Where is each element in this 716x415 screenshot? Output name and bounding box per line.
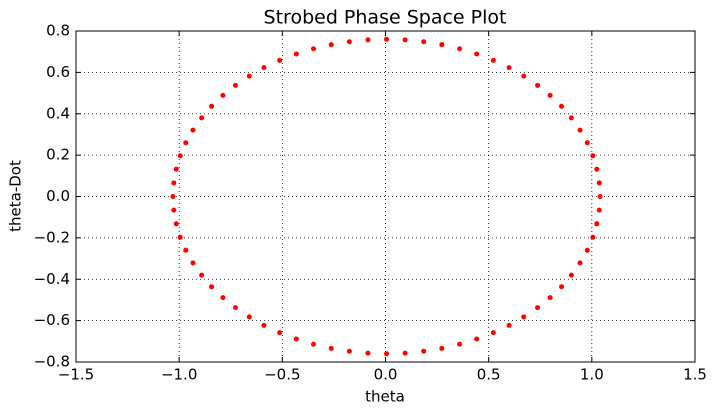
point [293, 336, 299, 342]
point [590, 234, 596, 240]
point [474, 336, 480, 342]
point [559, 103, 565, 109]
point [277, 57, 283, 63]
point [246, 314, 252, 320]
point [171, 207, 177, 213]
x-tick-label: 0.0 [374, 366, 398, 384]
y-tick-label: 0.6 [46, 63, 70, 81]
point [190, 127, 196, 133]
y-tick-label: −0.8 [34, 353, 70, 371]
y-tick-label: −0.6 [34, 311, 70, 329]
point [421, 39, 427, 45]
point [365, 350, 371, 356]
point [277, 330, 283, 336]
point [402, 37, 408, 43]
point [232, 305, 238, 311]
point [535, 82, 541, 88]
y-tick-label: −0.4 [34, 270, 70, 288]
point [535, 305, 541, 311]
point [506, 65, 512, 71]
point [365, 37, 371, 43]
point [310, 341, 316, 347]
point [246, 73, 252, 79]
y-tick-label: 0.0 [46, 187, 70, 205]
x-tick-label: 1.0 [580, 366, 604, 384]
point [439, 345, 445, 351]
point [439, 42, 445, 48]
point [310, 46, 316, 52]
x-axis-label: theta [365, 388, 405, 406]
point [596, 180, 602, 186]
point [421, 348, 427, 354]
point [173, 221, 179, 227]
point [384, 351, 390, 357]
y-tick-label: 0.4 [46, 104, 70, 122]
point [490, 330, 496, 336]
y-tick-label: 0.2 [46, 146, 70, 164]
point [384, 36, 390, 42]
point [590, 153, 596, 159]
x-tick-label: 1.5 [683, 366, 707, 384]
point [521, 314, 527, 320]
point [220, 92, 226, 98]
point [547, 295, 553, 301]
point [457, 46, 463, 52]
point [190, 260, 196, 266]
point [177, 153, 183, 159]
point [199, 115, 205, 121]
point [559, 284, 565, 290]
point [173, 166, 179, 172]
point [261, 322, 267, 328]
point [596, 207, 602, 213]
point [346, 39, 352, 45]
point [220, 295, 226, 301]
point [577, 260, 583, 266]
point [597, 194, 603, 199]
point [457, 341, 463, 347]
point [328, 345, 334, 351]
y-tick-label: −0.2 [34, 228, 70, 246]
point [568, 115, 574, 121]
chart-title: Strobed Phase Space Plot [264, 7, 507, 29]
point [183, 247, 189, 253]
point [584, 140, 590, 146]
point [199, 272, 205, 278]
point [177, 234, 183, 240]
plot-frame [75, 30, 696, 363]
x-tick-label: −1.5 [58, 366, 94, 384]
point [584, 247, 590, 253]
point [594, 221, 600, 227]
point [171, 180, 177, 186]
point [402, 350, 408, 356]
point [328, 42, 334, 48]
point [506, 322, 512, 328]
y-axis-label: theta-Dot [7, 160, 25, 232]
point [170, 194, 176, 199]
point [474, 51, 480, 57]
point [261, 65, 267, 71]
x-tick-label: 0.5 [477, 366, 501, 384]
point [209, 284, 215, 290]
point [183, 140, 189, 146]
point [490, 57, 496, 63]
point [346, 348, 352, 354]
point [568, 272, 574, 278]
point [547, 92, 553, 98]
point [232, 82, 238, 88]
point [521, 73, 527, 79]
point [594, 166, 600, 172]
point [293, 51, 299, 57]
x-tick-label: −1.0 [161, 366, 197, 384]
x-tick-label: −0.5 [264, 366, 300, 384]
y-tick-label: 0.8 [46, 22, 70, 40]
point [577, 127, 583, 133]
point [209, 103, 215, 109]
